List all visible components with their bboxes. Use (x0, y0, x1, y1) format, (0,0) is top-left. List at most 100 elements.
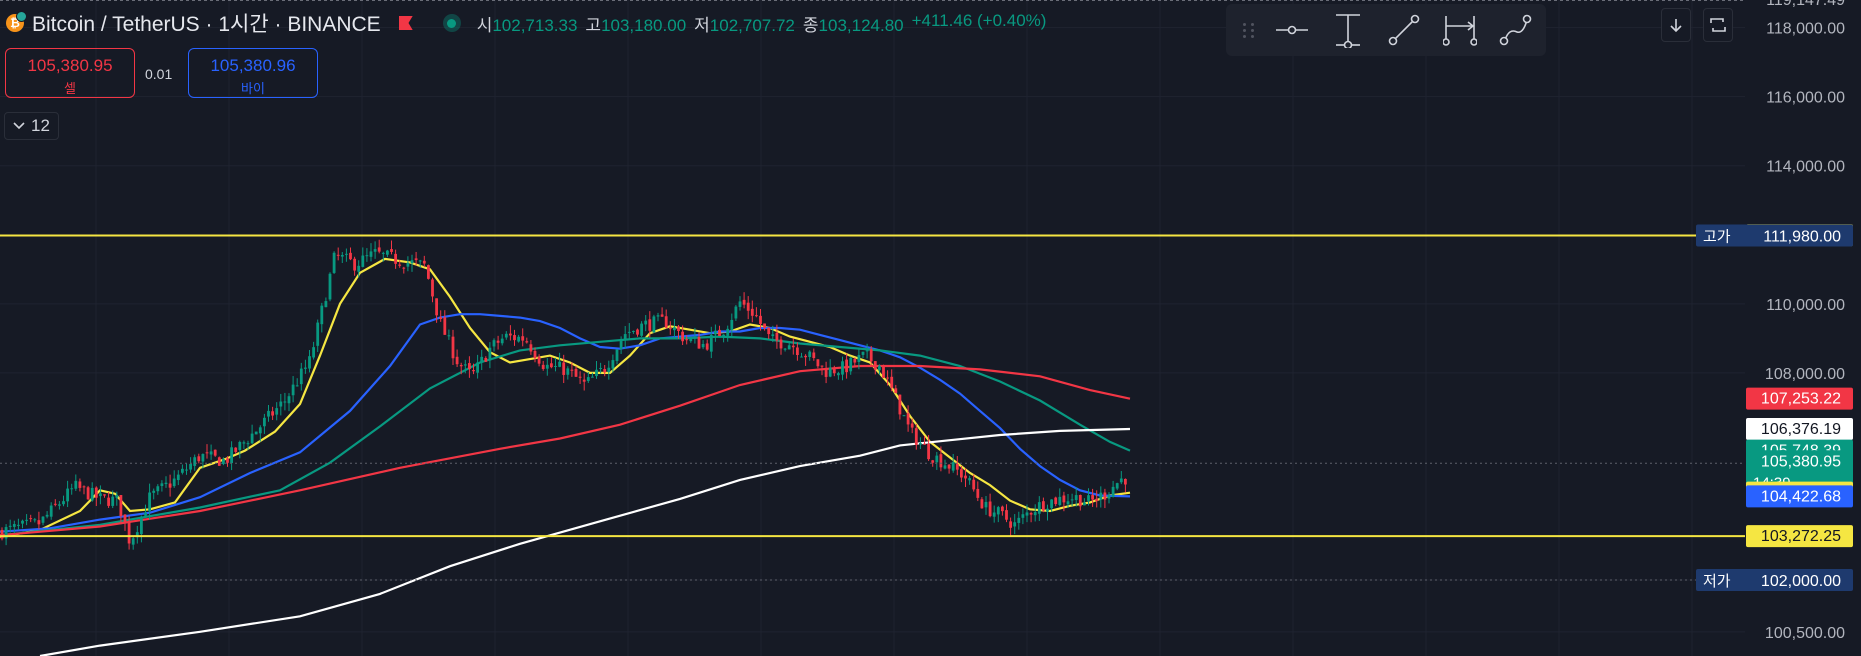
candle-body (603, 369, 607, 373)
candle-body (144, 512, 147, 516)
candle-body (394, 253, 397, 264)
candle-body (1111, 486, 1115, 497)
candle-body (361, 255, 365, 267)
moving-average-line (0, 364, 1131, 537)
low-key: 저 (694, 15, 710, 35)
level-label-value: 111,980.00 (1763, 228, 1841, 245)
trend-line-icon[interactable] (1376, 8, 1432, 52)
open-key: 시 (476, 15, 493, 35)
symbol-title[interactable]: Bitcoin / TetherUS · 1시간 · BINANCE (32, 13, 381, 36)
candle-body (369, 251, 373, 257)
candle-body (53, 503, 57, 505)
y-axis-tick-label: 114,000.00 (1766, 159, 1845, 176)
candle-body (254, 431, 258, 435)
candle-body (127, 520, 131, 544)
candle-body (1091, 495, 1094, 500)
candle-body (898, 394, 902, 415)
indicators-collapse-button[interactable]: 12 (4, 112, 59, 140)
candle-body (775, 332, 779, 341)
date-range-icon[interactable] (1432, 8, 1488, 52)
candle-body (574, 368, 578, 377)
candle-body (894, 388, 898, 394)
candle-body (1009, 521, 1012, 528)
candle-body (615, 349, 619, 361)
candle-body (168, 483, 172, 488)
candle-body (500, 338, 504, 344)
drag-handle-icon[interactable] (1234, 20, 1264, 40)
high-key: 고 (585, 15, 602, 35)
candle-body (0, 529, 4, 539)
bitcoin-logo-icon: ₿ (6, 11, 27, 32)
candle-body (258, 427, 262, 434)
flag-icon[interactable] (399, 16, 413, 30)
change-value: +411.46 (+0.40%) (911, 10, 1047, 30)
candle-body (914, 428, 918, 445)
candle-body (115, 494, 119, 498)
scroll-to-latest-button[interactable] (1661, 8, 1691, 42)
horizontal-ray-icon[interactable] (1264, 8, 1320, 52)
candle-body (968, 478, 971, 481)
candle-body (176, 474, 180, 481)
price-axis[interactable]: 100,500.00 102,000.00 108,000.00 110,000.00… (1745, 0, 1861, 656)
price-label-text: 104,422.68 (1761, 488, 1841, 505)
candle-body (250, 433, 254, 444)
candle-body (295, 385, 299, 387)
candle-body (578, 376, 582, 378)
candle-body (861, 351, 865, 355)
candle-body (504, 333, 508, 338)
candle-body (664, 316, 668, 328)
candle-body (271, 411, 274, 416)
candle-body (910, 423, 914, 428)
candle-body (857, 355, 861, 362)
candle-body (640, 323, 643, 336)
candle-body (849, 357, 853, 372)
tether-badge-icon (16, 11, 27, 22)
candle-body (459, 365, 463, 367)
candle-body (558, 361, 561, 367)
candle-body (586, 377, 590, 381)
candle-body (853, 358, 857, 363)
candle-body (796, 347, 799, 355)
reset-view-button[interactable] (1703, 8, 1733, 42)
sell-button[interactable]: 105,380.95 셀 (5, 48, 135, 98)
candle-body (185, 469, 188, 471)
candle-body (607, 367, 611, 373)
candle-body (222, 459, 225, 464)
candle-body (377, 247, 381, 252)
candle-body (759, 315, 762, 324)
price-label-box (1746, 525, 1853, 548)
candle-body (521, 336, 525, 341)
candle-body (1115, 483, 1119, 489)
candle-body (74, 480, 78, 489)
level-lines[interactable] (0, 234, 1745, 581)
candle-body (996, 507, 1000, 515)
candle-body (140, 516, 143, 535)
candle-body (439, 317, 443, 320)
candle-body (148, 492, 151, 512)
candle-body (1037, 502, 1041, 514)
candle-body (718, 329, 721, 337)
price-label-text: 103,272.25 (1761, 528, 1841, 545)
candle-body (1087, 495, 1090, 501)
vertical-line-icon[interactable] (1320, 8, 1376, 52)
candle-body (390, 249, 393, 252)
level-label-value: 102,000.00 (1761, 573, 1841, 590)
candle-body (476, 362, 479, 373)
candle-body (845, 359, 848, 373)
buy-price: 105,380.96 (210, 56, 296, 75)
candle-body (656, 315, 660, 317)
buy-button[interactable]: 105,380.96 바이 (188, 48, 318, 98)
candle-body (49, 505, 53, 517)
candle-body (513, 335, 516, 341)
candle-body (865, 350, 869, 352)
candle-body (353, 258, 356, 271)
price-label-box (1746, 417, 1853, 440)
path-icon[interactable] (1488, 8, 1544, 52)
y-axis-tick-label: 116,000.00 (1766, 90, 1845, 107)
candle-body (1050, 499, 1053, 509)
candle-body (685, 339, 689, 341)
candle-body (291, 384, 295, 396)
candle-body (668, 328, 672, 330)
